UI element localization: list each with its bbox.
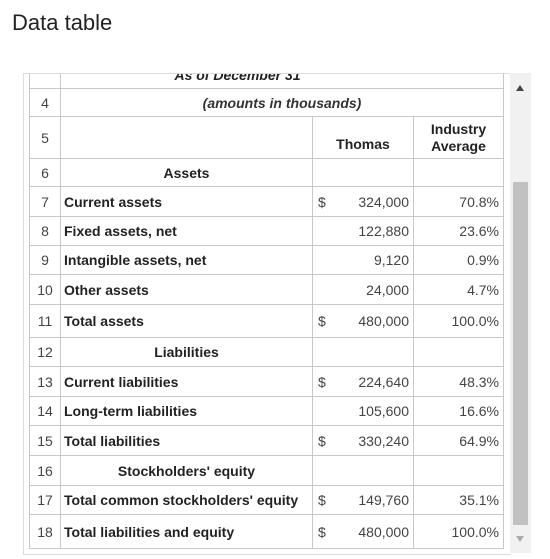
dollar-sign: $ [318, 432, 326, 449]
dollar-sign: $ [318, 492, 326, 508]
row-label: Total liabilities and equity [61, 515, 313, 549]
row-number: 9 [29, 246, 61, 275]
caption-cell: As of December 31 [61, 74, 414, 89]
row-number: 8 [29, 217, 61, 246]
section-label: Assets [61, 159, 313, 187]
value: 149,760 [358, 492, 409, 508]
value-cell: $324,000 [313, 187, 414, 217]
row-label: Fixed assets, net [61, 217, 313, 246]
row-number: 13 [29, 367, 61, 397]
column-header: Industry Average [414, 117, 504, 159]
value-cell: 24,000 [313, 275, 414, 305]
value-cell: $480,000 [313, 305, 414, 338]
value-cell [313, 159, 414, 187]
row-label: Total common stockholders' equity [61, 486, 313, 515]
section-label: Liabilities [61, 338, 313, 367]
value: 480,000 [358, 313, 409, 329]
row-number: 15 [29, 426, 61, 456]
dollar-sign: $ [318, 193, 326, 210]
industry-value: 100.0% [414, 305, 504, 338]
label-cell [61, 117, 313, 159]
row-number: 11 [29, 305, 61, 338]
dollar-sign: $ [318, 373, 326, 390]
row-number: 10 [29, 275, 61, 305]
value: 24,000 [366, 281, 409, 298]
row-number: 16 [29, 456, 61, 486]
value-cell: $224,640 [313, 367, 414, 397]
value: 105,600 [358, 403, 409, 419]
title: Data table [12, 10, 113, 35]
row-number: 7 [29, 187, 61, 217]
row-label: Other assets [61, 275, 313, 305]
industry-value: 48.3% [414, 367, 504, 397]
value-cell: $480,000 [313, 515, 414, 549]
row-label: Total assets [61, 305, 313, 338]
row-label: Intangible assets, net [61, 246, 313, 275]
value: 480,000 [358, 523, 409, 540]
blank-cell [414, 74, 504, 89]
dollar-sign: $ [318, 313, 326, 329]
row-number: 18 [29, 515, 61, 549]
value: 330,240 [358, 432, 409, 449]
scroll-arrows [516, 85, 524, 542]
row-label: Long-term liabilities [61, 397, 313, 426]
industry-value: 23.6% [414, 217, 504, 246]
industry-value: 70.8% [414, 187, 504, 217]
value-cell: $149,760 [313, 486, 414, 515]
row-number: 6 [29, 159, 61, 187]
row-label: Current liabilities [61, 367, 313, 397]
row-label: Total liabilities [61, 426, 313, 456]
row-number: 4 [29, 89, 61, 117]
value-cell: 122,880 [313, 217, 414, 246]
value-cell: $330,240 [313, 426, 414, 456]
industry-value: 0.9% [414, 246, 504, 275]
scroll-thumb[interactable] [513, 182, 528, 525]
value-cell: 105,600 [313, 397, 414, 426]
industry-cell [414, 159, 504, 187]
row-number: 12 [29, 338, 61, 367]
industry-cell [414, 338, 504, 367]
industry-value: 4.7% [414, 275, 504, 305]
dollar-sign: $ [318, 523, 326, 540]
value-cell [313, 456, 414, 486]
data-table: As of December 31 4 (amounts in thousands)… [23, 73, 511, 555]
caption-cell: (amounts in thousands) [61, 89, 504, 117]
value: 224,640 [358, 373, 409, 390]
value-cell [313, 338, 414, 367]
row-number: 14 [29, 397, 61, 426]
section-label: Stockholders' equity [61, 456, 313, 486]
row-label: Current assets [61, 187, 313, 217]
column-header: Thomas [313, 117, 414, 159]
value: 9,120 [373, 252, 409, 268]
industry-cell [414, 456, 504, 486]
value-cell: 9,120 [313, 246, 414, 275]
industry-value: 64.9% [414, 426, 504, 456]
scrollbar[interactable] [510, 73, 531, 553]
row-number: 5 [29, 117, 61, 159]
value: 324,000 [358, 193, 409, 210]
industry-value: 100.0% [414, 515, 504, 549]
industry-value: 16.6% [414, 397, 504, 426]
row-number [29, 74, 61, 89]
industry-value: 35.1% [414, 486, 504, 515]
value: 122,880 [358, 223, 409, 239]
row-number: 17 [29, 486, 61, 515]
